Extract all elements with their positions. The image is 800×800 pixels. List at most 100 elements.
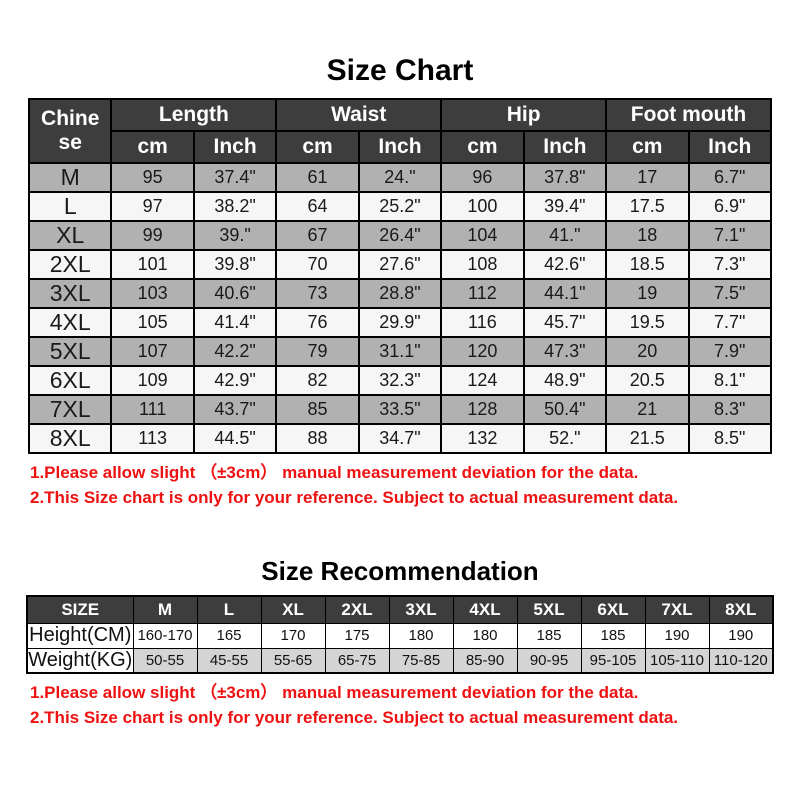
size-recommendation-table: SIZE M L XL 2XL 3XL 4XL 5XL 6XL 7XL 8XL Height(CM)… bbox=[26, 595, 774, 674]
size-value-cell: 19.5 bbox=[605, 307, 690, 338]
size-value-cell: 32.3" bbox=[357, 365, 443, 396]
size-value-cell: 107 bbox=[110, 336, 195, 367]
size-value-cell: 6.9" bbox=[687, 191, 772, 222]
header-group-foot-mouth: Foot mouth bbox=[605, 98, 772, 132]
size-value-cell: 67 bbox=[275, 220, 360, 251]
size-value-cell: 37.4" bbox=[192, 162, 278, 193]
size-value-cell: 7.5" bbox=[687, 278, 772, 309]
size-value-cell: 104 bbox=[440, 220, 525, 251]
size-value-cell: 112 bbox=[440, 278, 525, 309]
size-row: 8XL 113 44.5" 88 34.7" 132 52." 21.5 8.5" bbox=[27, 423, 772, 454]
size-row: 2XL 101 39.8" 70 27.6" 108 42.6" 18.5 7.3" bbox=[27, 249, 772, 280]
size-value-cell: 25.2" bbox=[357, 191, 443, 222]
size-value-cell: 79 bbox=[275, 336, 360, 367]
size-value-cell: 99 bbox=[110, 220, 195, 251]
size-value-cell: 24." bbox=[357, 162, 443, 193]
size-value-cell: 21.5 bbox=[605, 423, 690, 454]
size-value-cell: 105 bbox=[110, 307, 195, 338]
size-recommendation-title: Size Recommendation bbox=[261, 556, 539, 586]
size-value-cell: 109 bbox=[110, 365, 195, 396]
size-value-cell: 100 bbox=[440, 191, 525, 222]
header-length-inch: Inch bbox=[192, 130, 278, 164]
rec-value-cell: 105-110 bbox=[644, 647, 710, 674]
size-value-cell: 96 bbox=[440, 162, 525, 193]
size-value-cell: 39.4" bbox=[522, 191, 608, 222]
rec-value-cell: 175 bbox=[324, 622, 390, 649]
size-value-cell: 39." bbox=[192, 220, 278, 251]
rec-value-cell: 90-95 bbox=[516, 647, 582, 674]
rec-value-cell: 55-65 bbox=[260, 647, 326, 674]
size-value-cell: 70 bbox=[275, 249, 360, 280]
rec-value-cell: 170 bbox=[260, 622, 326, 649]
size-value-cell: 21 bbox=[605, 394, 690, 425]
header-hip-cm: cm bbox=[440, 130, 525, 164]
rec-value-cell: 160-170 bbox=[132, 622, 198, 649]
size-value-cell: 17.5 bbox=[605, 191, 690, 222]
rec-header-cell: SIZE bbox=[26, 595, 134, 624]
rec-value-cell: 185 bbox=[580, 622, 646, 649]
size-value-cell: 20.5 bbox=[605, 365, 690, 396]
rec-value-cell: 65-75 bbox=[324, 647, 390, 674]
rec-header-cell: 5XL bbox=[516, 595, 582, 624]
size-value-cell: 27.6" bbox=[357, 249, 443, 280]
rec-value-cell: 45-55 bbox=[196, 647, 262, 674]
note-line: 2.This Size chart is only for your refer… bbox=[30, 708, 679, 727]
header-foot-cm: cm bbox=[605, 130, 690, 164]
size-value-cell: 7.1" bbox=[687, 220, 772, 251]
header-length-cm: cm bbox=[110, 130, 195, 164]
size-label-cell: 5XL bbox=[27, 336, 113, 367]
size-chart-title: Size Chart bbox=[326, 54, 474, 87]
size-value-cell: 124 bbox=[440, 365, 525, 396]
size-value-cell: 76 bbox=[275, 307, 360, 338]
rec-value-cell: 190 bbox=[644, 622, 710, 649]
rec-value-cell: 85-90 bbox=[452, 647, 518, 674]
size-value-cell: 18 bbox=[605, 220, 690, 251]
note-line: 1.Please allow slight （±3cm） manual meas… bbox=[30, 463, 639, 482]
rec-header-cell: L bbox=[196, 595, 262, 624]
note-line: 2.This Size chart is only for your refer… bbox=[30, 488, 679, 507]
size-row: 4XL 105 41.4" 76 29.9" 116 45.7" 19.5 7.7" bbox=[27, 307, 772, 338]
size-value-cell: 42.9" bbox=[192, 365, 278, 396]
size-value-cell: 37.8" bbox=[522, 162, 608, 193]
size-value-cell: 95 bbox=[110, 162, 195, 193]
size-label-cell: 3XL bbox=[27, 278, 113, 309]
size-label-cell: M bbox=[27, 162, 113, 193]
size-value-cell: 41.4" bbox=[192, 307, 278, 338]
size-value-cell: 33.5" bbox=[357, 394, 443, 425]
size-value-cell: 48.9" bbox=[522, 365, 608, 396]
size-value-cell: 64 bbox=[275, 191, 360, 222]
header-group-hip: Hip bbox=[440, 98, 608, 132]
size-value-cell: 132 bbox=[440, 423, 525, 454]
size-row: 5XL 107 42.2" 79 31.1" 120 47.3" 20 7.9" bbox=[27, 336, 772, 367]
size-chart-header: Chine se Length Waist Hip Foot mouth cm … bbox=[27, 98, 772, 164]
size-value-cell: 45.7" bbox=[522, 307, 608, 338]
rec-row: Weight(KG) 50-55 45-55 55-65 65-75 75-85 85-90… bbox=[26, 647, 774, 674]
size-value-cell: 7.7" bbox=[687, 307, 772, 338]
size-value-cell: 120 bbox=[440, 336, 525, 367]
size-value-cell: 39.8" bbox=[192, 249, 278, 280]
rec-row: Height(CM) 160-170 165 170 175 180 180 185 185 19… bbox=[26, 622, 774, 649]
size-label-cell: XL bbox=[27, 220, 113, 251]
size-chart-notes: 1.Please allow slight （±3cm） manual meas… bbox=[30, 460, 800, 510]
size-value-cell: 42.6" bbox=[522, 249, 608, 280]
size-value-cell: 108 bbox=[440, 249, 525, 280]
rec-header-cell: 3XL bbox=[388, 595, 454, 624]
header-hip-inch: Inch bbox=[522, 130, 608, 164]
size-value-cell: 101 bbox=[110, 249, 195, 280]
size-label-cell: 8XL bbox=[27, 423, 113, 454]
header-group-waist: Waist bbox=[275, 98, 443, 132]
size-value-cell: 111 bbox=[110, 394, 195, 425]
size-row: XL 99 39." 67 26.4" 104 41." 18 7.1" bbox=[27, 220, 772, 251]
rec-header-cell: 2XL bbox=[324, 595, 390, 624]
size-value-cell: 85 bbox=[275, 394, 360, 425]
rec-header-cell: 6XL bbox=[580, 595, 646, 624]
rec-value-cell: 165 bbox=[196, 622, 262, 649]
size-value-cell: 19 bbox=[605, 278, 690, 309]
header-group-length: Length bbox=[110, 98, 278, 132]
size-value-cell: 7.3" bbox=[687, 249, 772, 280]
size-label-cell: 6XL bbox=[27, 365, 113, 396]
size-row: M 95 37.4" 61 24." 96 37.8" 17 6.7" bbox=[27, 162, 772, 193]
size-value-cell: 8.5" bbox=[687, 423, 772, 454]
size-value-cell: 116 bbox=[440, 307, 525, 338]
